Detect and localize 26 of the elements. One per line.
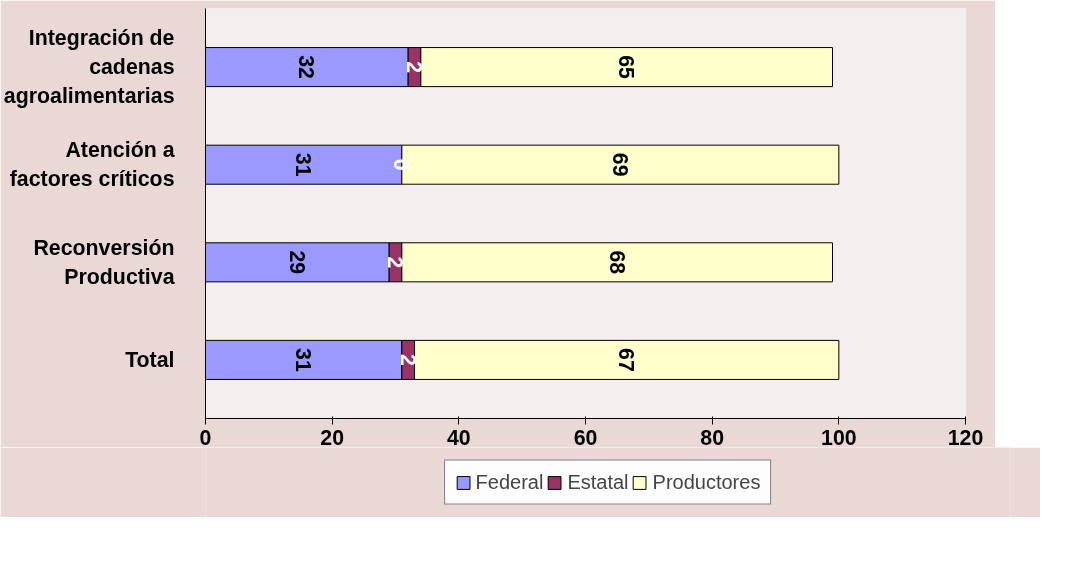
y-tick-label: Total xyxy=(125,347,175,372)
data-label: 0 xyxy=(389,158,414,171)
legend-label: Productores xyxy=(652,470,761,494)
data-label: 31 xyxy=(291,152,316,177)
x-tick-label: 0 xyxy=(199,425,212,450)
data-label: 32 xyxy=(294,55,319,79)
x-tick-label: 60 xyxy=(573,425,598,450)
x-tick-label: 100 xyxy=(821,425,857,450)
data-label: 69 xyxy=(607,152,632,177)
legend-label: Estatal xyxy=(567,470,629,494)
y-tick-label: Integración de cadenas agroalimentarias xyxy=(3,26,175,108)
data-label: 65 xyxy=(614,55,639,80)
data-label: 2 xyxy=(383,256,407,269)
x-tick-label: 20 xyxy=(320,425,345,450)
legend-label: Federal xyxy=(475,470,544,494)
data-label: 2 xyxy=(395,354,420,366)
data-label: 2 xyxy=(402,61,426,74)
data-label: 29 xyxy=(284,250,309,275)
x-tick-label: 80 xyxy=(700,425,725,450)
y-tick-label: Reconversión Productiva xyxy=(33,235,175,289)
x-tick-label: 40 xyxy=(446,425,471,450)
x-tick-label: 120 xyxy=(947,425,984,450)
y-tick-label: Atención a factores críticos xyxy=(9,138,175,192)
data-label: 31 xyxy=(291,348,316,372)
data-label: 67 xyxy=(614,348,639,372)
data-label: 68 xyxy=(604,250,629,275)
